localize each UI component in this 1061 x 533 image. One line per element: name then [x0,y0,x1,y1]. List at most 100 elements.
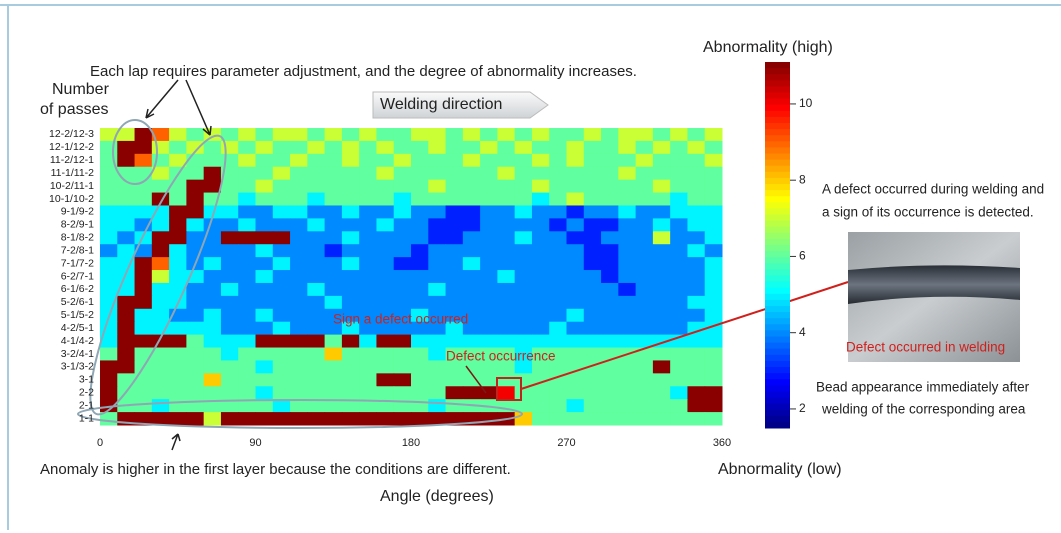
heatmap-cell [428,257,447,271]
heatmap-cell [635,179,654,194]
heatmap-cell [290,218,308,232]
heatmap-cell [169,373,187,387]
heatmap-cell [618,321,637,336]
heatmap-cell [151,231,170,245]
heatmap-cell [220,179,239,194]
heatmap-cell [169,257,187,271]
heatmap-cell [549,412,567,426]
heatmap-cell [480,295,498,310]
heatmap-cell [272,257,291,271]
heatmap-cell [255,218,274,232]
heatmap-cell [117,270,136,284]
colorbar-segment [765,367,790,374]
heatmap-cell [670,257,688,271]
heatmap-cell [445,192,464,206]
heatmap-cell [341,179,360,194]
heatmap-cell [704,308,723,323]
heatmap-cell [134,412,153,426]
heatmap-cell [117,282,136,297]
heatmap-cell [566,282,585,297]
colorbar-segment [765,348,790,356]
heatmap-cell [255,270,274,284]
colorbar-tick-label: 4 [799,325,806,339]
y-axis-title: Number [52,81,110,98]
heatmap-cell [618,334,637,349]
heatmap-cell [238,244,256,258]
heatmap-cell [480,257,498,271]
heatmap-cell [531,153,550,168]
heatmap-cell [480,192,498,206]
heatmap-cell [376,179,395,194]
heatmap-cell [255,257,274,271]
heatmap-cell [497,282,516,297]
heatmap-cell [307,360,326,374]
heatmap-cell [670,140,688,155]
heatmap-cell [307,205,326,219]
heatmap-cell [290,347,308,361]
heatmap-cell [220,270,239,284]
heatmap-cell [618,373,637,387]
heatmap-cell [376,386,395,400]
heatmap-cell [601,231,619,245]
heatmap-cell [272,308,291,323]
heatmap-cell [151,282,170,297]
heatmap-cell [704,179,723,194]
x-axis-title: Angle (degrees) [380,488,494,505]
heatmap-cell [117,192,136,206]
heatmap-cell [117,321,136,336]
heatmap-cell [704,282,723,297]
heatmap-cell [445,282,464,297]
heatmap-cell [445,399,464,413]
heatmap-cell [652,205,671,219]
y-tick-label: 4-2/5-1 [61,322,94,334]
x-tick-label: 360 [713,437,731,449]
heatmap-cell [151,257,170,271]
heatmap-cell [100,360,118,374]
heatmap-cell [497,360,516,374]
heatmap-cell [566,166,585,181]
heatmap-cell [307,386,326,400]
heatmap-cell [428,218,447,232]
heatmap-cell [203,321,222,336]
heatmap-cell [687,308,706,323]
heatmap-cell [272,192,291,206]
heatmap-cell [531,360,550,374]
heatmap-cell [169,244,187,258]
x-tick-label: 0 [97,437,103,449]
heatmap-cell [618,244,637,258]
heatmap-cell [307,140,326,155]
x-tick-label: 180 [402,437,420,449]
heatmap-cell [480,140,498,155]
heatmap-cell [549,360,567,374]
heatmap-cell [411,205,429,219]
colorbar-tick-label: 6 [799,249,806,263]
heatmap-cell [670,128,688,142]
colorbar-segment [765,293,790,301]
heatmap-cell [186,373,205,387]
colorbar-segment [765,330,790,337]
colorbar-segment [765,263,790,270]
heatmap-cell [497,334,516,349]
heatmap-cell [566,192,585,206]
heatmap-cell [445,334,464,349]
y-tick-label: 9-1/9-2 [61,206,94,218]
heatmap-cell [151,347,170,361]
colorbar-tick-label: 2 [799,401,806,415]
y-tick-label: 7-2/8-1 [61,244,94,256]
heatmap-cell [272,412,291,426]
heatmap-cell [134,270,153,284]
heatmap-cell [445,412,464,426]
heatmap-cell [203,205,222,219]
heatmap-cell [618,399,637,413]
heatmap-cell [151,373,170,387]
heatmap-cell [618,218,637,232]
heatmap-cell [531,257,550,271]
heatmap-cell [151,140,170,155]
heatmap-cell [272,128,291,142]
heatmap-cell [220,244,239,258]
heatmap-cell [549,128,567,142]
heatmap-cell [531,128,550,142]
heatmap-cell [100,257,118,271]
heatmap-cell [618,308,637,323]
heatmap-cell [134,386,153,400]
